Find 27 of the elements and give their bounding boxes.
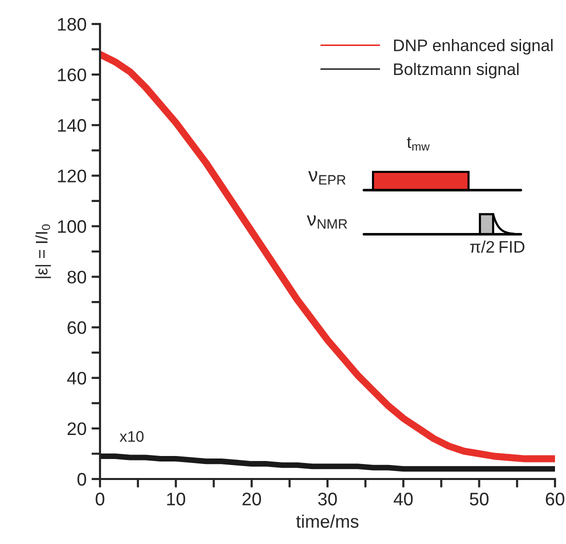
x-tick-label: 40 [394,492,413,506]
annotation: ν$_{EPR}$ [308,171,346,185]
y-tick-label: 160 [58,68,86,82]
annotation: FID [500,241,524,253]
annotation: ν$_{NMR}$ [306,215,348,229]
y-tick-label: 100 [58,220,86,233]
y-tick-label: 20 [68,422,86,436]
x-tick-label: 0 [96,492,104,506]
y-tick-label: 40 [67,372,86,385]
x-tick-label: 20 [242,492,262,506]
x-tick-label: 60 [546,492,564,506]
y-tick-label: 120 [58,170,86,182]
y-tick-label: 180 [58,18,86,31]
x-axis-title: time/ms [296,514,358,528]
y-tick-label: 140 [58,119,86,132]
y-tick-label: 60 [68,321,86,334]
annotation: π/2 [470,240,494,253]
annotation: t$_{mw}$ [407,137,430,151]
annotation: x10 [120,431,144,442]
legend-label: Boltzmann signal [394,62,519,78]
y-tick-label: 0 [77,472,86,486]
x-tick-label: 30 [318,492,337,506]
y-axis-title: |ε| = I/I$_{0}$ [35,224,51,278]
x-tick-label: 10 [167,492,186,506]
y-tick-label: 80 [68,270,86,284]
x-tick-label: 50 [470,492,489,506]
legend-label: DNP enhanced signal [394,39,553,55]
